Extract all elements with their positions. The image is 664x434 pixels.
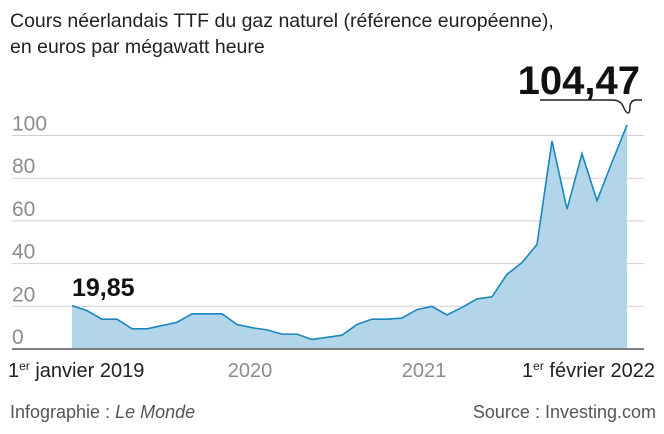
series-line bbox=[71, 124, 628, 341]
title-line-2: en euros par mégawatt heure bbox=[10, 36, 265, 58]
y-tick-label: 80 bbox=[12, 155, 35, 178]
y-tick-label: 0 bbox=[12, 326, 24, 349]
credit-label: Infographie : bbox=[10, 402, 116, 422]
credit: Infographie : Le Monde bbox=[10, 402, 195, 423]
area-fill bbox=[72, 124, 627, 349]
end-value-leader bbox=[540, 99, 642, 114]
y-tick-label: 20 bbox=[12, 283, 35, 306]
credit-name: Le Monde bbox=[115, 402, 196, 422]
title-line-1: Cours néerlandais TTF du gaz naturel (ré… bbox=[10, 10, 554, 32]
start-value-label: 19,85 bbox=[72, 274, 135, 302]
x-label-end: 1er février 2022 bbox=[522, 359, 655, 382]
chart-title: Cours néerlandais TTF du gaz naturel (ré… bbox=[10, 8, 554, 60]
source: Source : Investing.com bbox=[472, 402, 656, 422]
x-label-2021: 2021 bbox=[402, 360, 447, 382]
end-value-label: 104,47 bbox=[518, 59, 640, 103]
x-label-start: 1er janvier 2019 bbox=[8, 359, 144, 382]
y-tick-label: 60 bbox=[12, 198, 35, 221]
y-tick-label: 40 bbox=[12, 241, 35, 264]
y-tick-label: 100 bbox=[12, 113, 47, 136]
x-label-2020: 2020 bbox=[228, 360, 273, 382]
